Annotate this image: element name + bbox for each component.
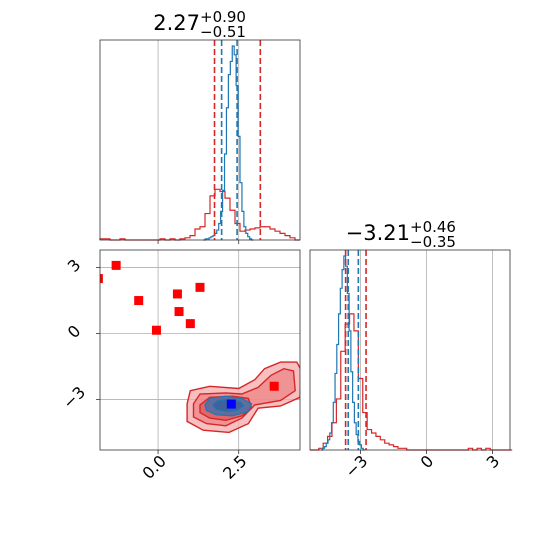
p2-x-tick-label: 0: [417, 451, 438, 472]
p1-title-plus: +0.90: [200, 8, 246, 26]
p1-title-value: 2.27: [153, 11, 200, 35]
blue-square-marker: [226, 399, 236, 409]
red-square-marker: [185, 319, 195, 329]
p2d-y-ticks: −3 0 3: [59, 255, 100, 413]
p2-red-histogram: [310, 313, 513, 451]
red-square-marker: [111, 260, 121, 270]
p1-red-histogram-line: [99, 188, 300, 241]
p2d-axes-frame: [99, 249, 301, 451]
p1-quantile-lines: [213, 40, 262, 240]
p2d-markers: [100, 260, 279, 409]
red-square-marker: [174, 307, 184, 317]
p2-title-minus: −0.35: [410, 233, 456, 251]
p2d-x-ticks: 0.0 2.5: [138, 450, 251, 483]
p2-grid: [360, 250, 493, 450]
red-square-marker: [269, 381, 279, 391]
panel-param2-histogram: −3 0 3 −3.21 +0.46 −0.35: [309, 218, 513, 482]
red-square-marker: [100, 274, 103, 284]
p2-red-histogram-line: [310, 313, 513, 451]
p2-x-tick-label: −3: [341, 451, 371, 481]
p1-red-histogram: [99, 188, 300, 241]
p2-title-value: −3.21: [346, 221, 410, 245]
p2d-y-tick-label: 0: [64, 321, 85, 342]
p1-blue-histogram: [203, 45, 254, 241]
p2-ticks: −3 0 3: [341, 450, 503, 482]
red-square-marker: [172, 289, 182, 299]
red-square-marker: [151, 325, 161, 335]
p2-quantile-lines: [344, 250, 367, 450]
p1-grid: [157, 40, 240, 240]
panel-joint-2d: 0.0 2.5 −3 0 3: [59, 249, 301, 483]
p1-blue-histogram-line: [203, 45, 254, 241]
p2-x-tick-label: 3: [483, 451, 504, 472]
red-square-marker: [195, 282, 205, 292]
p2d-y-tick-label: −3: [59, 383, 89, 413]
p2-title-plus: +0.46: [410, 218, 456, 236]
panel-param1-histogram: 2.27 +0.90 −0.51: [99, 8, 301, 244]
red-square-marker: [134, 296, 144, 306]
p2d-x-tick-label: 2.5: [219, 451, 250, 482]
p1-ticks: [157, 240, 240, 244]
p2d-contours: [186, 361, 300, 434]
p1-axes-frame: [99, 39, 301, 241]
p2d-x-tick-label: 0.0: [138, 451, 169, 482]
p1-title-minus: −0.51: [200, 23, 246, 41]
p2-axes-frame: [309, 249, 511, 451]
p2d-y-tick-label: 3: [64, 255, 85, 276]
